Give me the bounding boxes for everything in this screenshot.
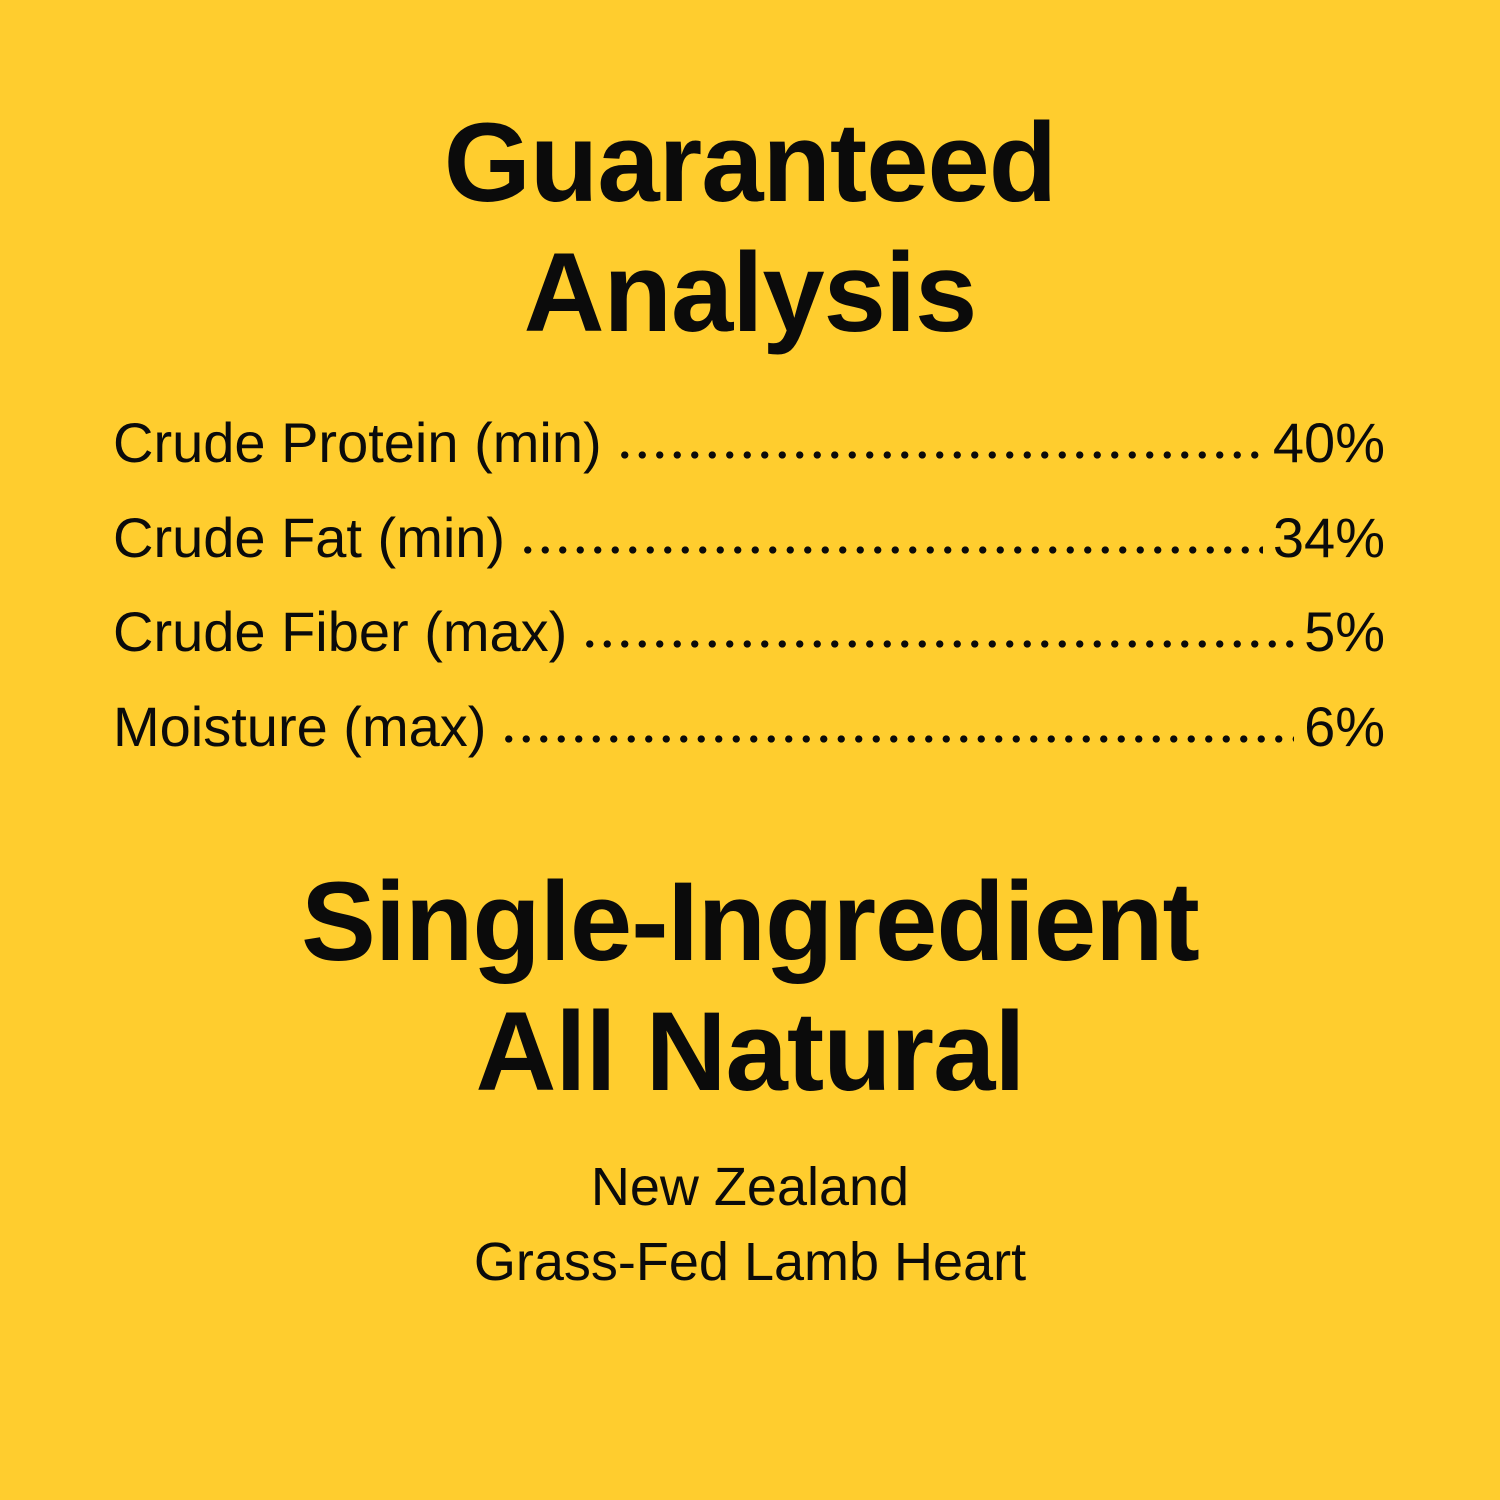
heading-line: Analysis bbox=[523, 230, 978, 355]
heading-line: All Natural bbox=[475, 989, 1025, 1114]
analysis-table: Crude Protein (min) 40% Crude Fat (min) … bbox=[113, 408, 1385, 786]
analysis-row: Moisture (max) 6% bbox=[113, 692, 1385, 787]
heading-line: Single-Ingredient bbox=[301, 859, 1200, 984]
analysis-row: Crude Fiber (max) 5% bbox=[113, 597, 1385, 692]
guaranteed-analysis-heading: Guaranteed Analysis bbox=[0, 98, 1500, 358]
dot-leader bbox=[581, 639, 1295, 649]
single-ingredient-heading: Single-Ingredient All Natural bbox=[0, 857, 1500, 1117]
dot-leader bbox=[615, 450, 1263, 460]
analysis-label: Moisture (max) bbox=[113, 694, 487, 758]
ingredient-name: Grass-Fed Lamb Heart bbox=[473, 1232, 1027, 1292]
analysis-label: Crude Fat (min) bbox=[113, 505, 506, 569]
analysis-value: 40% bbox=[1272, 411, 1385, 474]
analysis-value: 6% bbox=[1304, 694, 1385, 758]
heading-line: Guaranteed bbox=[443, 100, 1057, 225]
ingredient-origin: New Zealand bbox=[590, 1157, 910, 1217]
ingredient-description: New Zealand Grass-Fed Lamb Heart bbox=[0, 1150, 1500, 1300]
dot-leader bbox=[519, 544, 1263, 555]
analysis-value: 34% bbox=[1272, 505, 1385, 569]
analysis-label: Crude Protein (min) bbox=[113, 411, 602, 474]
analysis-label: Crude Fiber (max) bbox=[113, 600, 568, 663]
analysis-value: 5% bbox=[1304, 600, 1385, 663]
analysis-row: Crude Fat (min) 34% bbox=[113, 503, 1385, 598]
analysis-row: Crude Protein (min) 40% bbox=[113, 408, 1385, 503]
dot-leader bbox=[500, 733, 1295, 744]
